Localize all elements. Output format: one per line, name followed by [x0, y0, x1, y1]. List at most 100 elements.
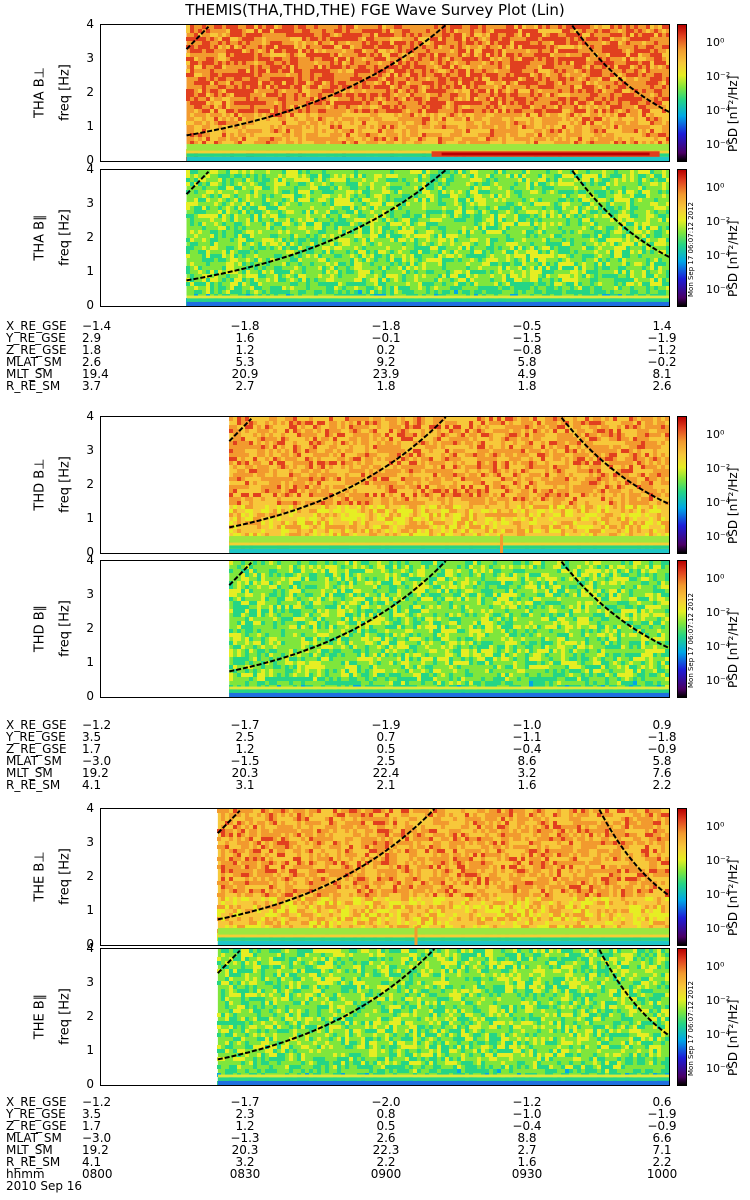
ephemeris-value: 1.6: [517, 778, 537, 792]
timestamp: Mon Sep 17 06:07:12 2012: [687, 201, 695, 297]
ephemeris-row: MLT_SM 19.2 20.3 22.3 2.7 7.1: [0, 1144, 750, 1156]
ephemeris-value: −3.0: [82, 1131, 112, 1145]
ephemeris-value: 5.8: [517, 355, 537, 369]
low-freq-band: [186, 301, 669, 306]
ephemeris-row: MLT_SM 19.4 20.9 23.9 4.9 8.1: [0, 368, 750, 380]
colorbar-tick: 10⁻⁶: [706, 922, 731, 935]
y-tick-label: 3: [86, 51, 94, 65]
gyrofrequency-curve: [217, 949, 436, 1061]
ephemeris-value: −2.0: [371, 1095, 401, 1109]
y-tick-label: 3: [86, 443, 94, 457]
colorbar-label: PSD [nT²/Hz]: [726, 611, 740, 688]
spectrogram-panel: [100, 948, 670, 1086]
colorbar-label: PSD [nT²/Hz]: [726, 999, 740, 1076]
ephemeris-value: 22.4: [372, 766, 400, 780]
ephemeris-value: 1.7: [82, 1119, 102, 1133]
ephemeris-value: 1.6: [235, 331, 255, 345]
colorbar-tick: 10⁻²: [706, 854, 731, 867]
y-tick-label: 0: [86, 937, 94, 951]
gyrofrequency-curve: [571, 25, 669, 114]
gyrofrequency-curve: [560, 561, 669, 650]
ephemeris-label: MLAT_SM: [6, 355, 62, 369]
ephemeris-value: −0.5: [512, 319, 542, 333]
ephemeris-label: MLT_SM: [6, 1143, 53, 1157]
colorbar-tick: 10⁻²: [706, 70, 731, 83]
y-tick-label: 0: [86, 689, 94, 703]
ephemeris-value: −1.9: [647, 331, 677, 345]
y-tick-label: 2: [86, 621, 94, 635]
gyrofrequency-curve: [229, 561, 447, 673]
low-freq-band: [186, 153, 669, 157]
ephemeris-label: MLT_SM: [6, 367, 53, 381]
colorbar-tick: 10⁻⁶: [706, 283, 731, 296]
y-tick-label: 1: [86, 1043, 94, 1057]
ephemeris-value: 2.2: [652, 1155, 672, 1169]
ephemeris-row: X_RE_GSE −1.2 −1.7 −1.9 −1.0 0.9: [0, 719, 750, 731]
ephemeris-row: Y_RE_GSE 3.5 2.5 0.7 −1.1 −1.8: [0, 731, 750, 743]
ephemeris-value: −1.2: [512, 1095, 542, 1109]
spectrogram-panel: [100, 560, 670, 698]
timestamp: Mon Sep 17 06:07:12 2012: [687, 980, 695, 1076]
low-freq-band: [217, 928, 669, 935]
ephemeris-value: −1.4: [82, 319, 112, 333]
ephemeris-label: Z_RE_GSE: [6, 343, 67, 357]
colorbar-tick: 10⁻⁶: [706, 138, 731, 151]
ephemeris-label: MLAT_SM: [6, 754, 62, 768]
spectrogram-panel: [100, 808, 670, 946]
colorbar-tick: 10⁰: [706, 572, 725, 585]
gyrofrequency-curve: [217, 809, 436, 921]
ephemeris-value: 0.5: [376, 742, 396, 756]
ephemeris-value: 3.5: [82, 1107, 102, 1121]
y-tick-label: 2: [86, 85, 94, 99]
ephemeris-value: −1.8: [647, 730, 677, 744]
ephemeris-label: hhmm: [6, 1167, 45, 1181]
colorbar-label: PSD [nT²/Hz]: [726, 859, 740, 936]
colorbar: [677, 808, 687, 946]
colorbar: [677, 948, 687, 1086]
ephemeris-value: 0.5: [376, 1119, 396, 1133]
gyrofrequency-harmonic: [228, 418, 253, 442]
ephemeris-value: 0930: [511, 1167, 543, 1181]
panel-label: THA B⊥: [32, 67, 48, 118]
ephemeris-value: 7.6: [652, 766, 672, 780]
ephemeris-value: 1.8: [82, 343, 102, 357]
ephemeris-value: 1.7: [82, 742, 102, 756]
ephemeris-value: 0.8: [376, 1107, 396, 1121]
low-freq-line: [217, 1074, 669, 1078]
ephemeris-table: X_RE_GSE −1.4 −1.8 −1.8 −0.5 1.4 Y_RE_GSE 2.9 1.…: [0, 320, 750, 392]
colorbar-tick: 10⁰: [706, 960, 725, 973]
ephemeris-value: 19.4: [82, 367, 109, 381]
y-tick-label: 2: [86, 869, 94, 883]
ephemeris-value: 0830: [229, 1167, 261, 1181]
y-tick-label: 0: [86, 298, 94, 312]
low-freq-band: [229, 548, 669, 553]
timestamp: Mon Sep 17 06:07:12 2012: [687, 592, 695, 688]
low-freq-line: [229, 686, 669, 690]
colorbar-tick: 10⁰: [706, 428, 725, 441]
colorbar: [677, 560, 687, 698]
gyrofrequency-curve: [598, 949, 669, 1037]
ephemeris-label: R_RE_SM: [6, 778, 61, 792]
ephemeris-value: 4.1: [82, 1155, 102, 1169]
panel-label: THE B∥: [32, 993, 48, 1040]
colorbar-tick: 10⁻²: [706, 462, 731, 475]
spectrogram-svg: [185, 25, 669, 161]
ephemeris-value: 8.8: [517, 1131, 537, 1145]
ephemeris-value: 0900: [370, 1167, 402, 1181]
ephemeris-value: 2.5: [376, 754, 396, 768]
ephemeris-value: 2.2: [652, 778, 672, 792]
plot-title: THEMIS(THA,THD,THE) FGE Wave Survey Plot…: [185, 1, 565, 19]
y-tick-label: 4: [86, 409, 94, 423]
colorbar: [677, 416, 687, 554]
ephemeris-label: Z_RE_GSE: [6, 742, 67, 756]
y-tick-label: 4: [86, 941, 94, 955]
y-tick-label: 3: [86, 835, 94, 849]
y-tick-label: 1: [86, 511, 94, 525]
ephemeris-value: −3.0: [82, 754, 112, 768]
gyrofrequency-harmonic: [228, 562, 253, 586]
ephemeris-value: 0800: [82, 1167, 113, 1181]
ephemeris-value: 1.4: [652, 319, 672, 333]
ephemeris-value: 2.7: [235, 379, 255, 393]
freq-axis-label: freq [Hz]: [57, 456, 73, 513]
ephemeris-value: −1.5: [512, 331, 542, 345]
